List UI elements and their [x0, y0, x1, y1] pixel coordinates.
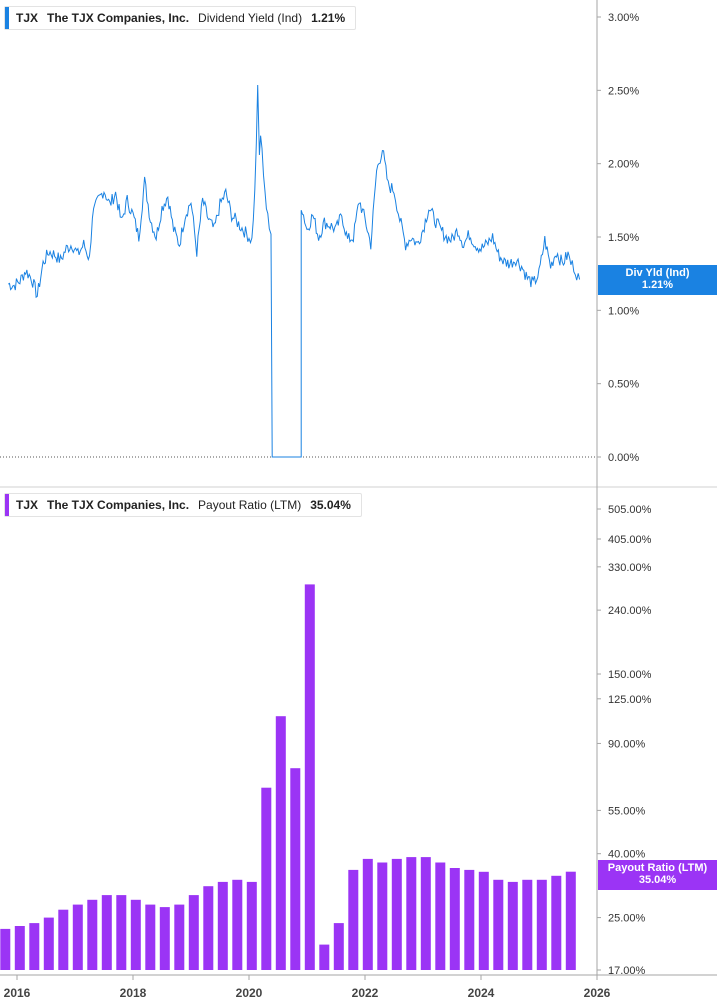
payout-bar: [0, 928, 11, 970]
payout-bar: [14, 926, 25, 970]
payout-bar: [348, 869, 359, 970]
payout-bar: [565, 871, 576, 970]
payout-bar: [261, 787, 272, 970]
div-yld-current-tag: Div Yld (Ind) 1.21%: [598, 265, 717, 295]
payout-bar: [174, 904, 185, 970]
legend-value: 1.21%: [311, 11, 346, 25]
y-tick-label: 3.00%: [608, 12, 639, 24]
payout-bar: [435, 862, 446, 970]
payout-bar: [478, 871, 489, 970]
tag-label: Div Yld (Ind): [625, 267, 690, 279]
payout-bar: [29, 923, 40, 970]
y-tick-label: 1.50%: [608, 232, 639, 244]
payout-bar: [536, 879, 547, 970]
payout-bar: [159, 907, 170, 970]
payout-bar: [203, 886, 214, 970]
payout-bar: [406, 857, 417, 970]
payout-bar: [145, 904, 156, 970]
x-tick-label: 2022: [352, 986, 379, 1000]
payout-bar: [188, 895, 199, 970]
legend-ticker: TJX: [16, 11, 39, 25]
payout-bar: [304, 584, 315, 970]
x-tick-label: 2020: [236, 986, 263, 1000]
legend-value: 35.04%: [310, 498, 351, 512]
y-tick-label: 55.00%: [608, 805, 646, 817]
y-tick-label: 40.00%: [608, 849, 646, 861]
dividend-yield-legend: TJX The TJX Companies, Inc. Dividend Yie…: [4, 6, 357, 30]
payout-bar: [507, 881, 518, 970]
y-tick-label: 2.00%: [608, 159, 639, 171]
tag-value: 35.04%: [638, 874, 677, 886]
y-tick-label: 505.00%: [608, 504, 652, 516]
x-tick-label: 2016: [4, 986, 31, 1000]
payout-bar: [464, 869, 475, 970]
tag-label: Payout Ratio (LTM): [607, 862, 708, 874]
y-tick-label: 0.50%: [608, 379, 639, 391]
y-tick-label: 150.00%: [608, 669, 652, 681]
payout-bar: [377, 862, 388, 970]
dividend-yield-plot: [0, 84, 597, 458]
y-tick-label: 240.00%: [608, 605, 652, 617]
payout-ratio-plot: [0, 584, 576, 970]
payout-bar: [449, 868, 460, 970]
payout-current-tag: Payout Ratio (LTM) 35.04%: [598, 860, 717, 890]
payout-bar: [116, 895, 127, 970]
payout-bar: [232, 879, 243, 970]
payout-bar: [290, 768, 301, 970]
payout-bar: [87, 899, 98, 970]
legend-ticker: TJX: [16, 498, 39, 512]
payout-bar: [522, 879, 533, 970]
legend-metric: Payout Ratio (LTM): [198, 498, 302, 512]
legend-company: The TJX Companies, Inc.: [47, 498, 190, 512]
y-tick-label: 330.00%: [608, 562, 652, 574]
payout-bar: [275, 716, 286, 970]
payout-ratio-legend: TJX The TJX Companies, Inc. Payout Ratio…: [4, 493, 362, 517]
y-tick-label: 2.50%: [608, 85, 639, 97]
payout-bar: [420, 857, 431, 970]
payout-bar: [391, 858, 402, 970]
payout-bar: [493, 879, 504, 970]
payout-bar: [43, 917, 54, 970]
x-tick-label: 2024: [468, 986, 495, 1000]
legend-metric: Dividend Yield (Ind): [198, 11, 303, 25]
legend-company: The TJX Companies, Inc.: [47, 11, 190, 25]
y-tick-label: 25.00%: [608, 913, 646, 925]
y-tick-label: 125.00%: [608, 694, 652, 706]
x-tick-label: 2026: [584, 986, 611, 1000]
x-tick-label: 2018: [120, 986, 147, 1000]
yield-series-line: [8, 84, 581, 458]
payout-bar: [551, 875, 562, 970]
payout-bar: [217, 881, 228, 970]
y-tick-label: 405.00%: [608, 534, 652, 546]
payout-bar: [246, 881, 257, 970]
payout-bar: [101, 895, 112, 970]
payout-bar: [130, 899, 141, 970]
yield-swatch: [5, 7, 9, 29]
payout-bar: [319, 944, 330, 970]
y-tick-label: 17.00%: [608, 965, 646, 977]
payout-bar: [333, 923, 344, 970]
y-tick-label: 90.00%: [608, 738, 646, 750]
payout-bar: [362, 858, 373, 970]
y-tick-label: 1.00%: [608, 305, 639, 317]
tag-value: 1.21%: [641, 279, 674, 291]
payout-bar: [72, 904, 83, 970]
y-tick-label: 0.00%: [608, 452, 639, 464]
payout-bar: [58, 909, 69, 970]
payout-swatch: [5, 494, 9, 516]
